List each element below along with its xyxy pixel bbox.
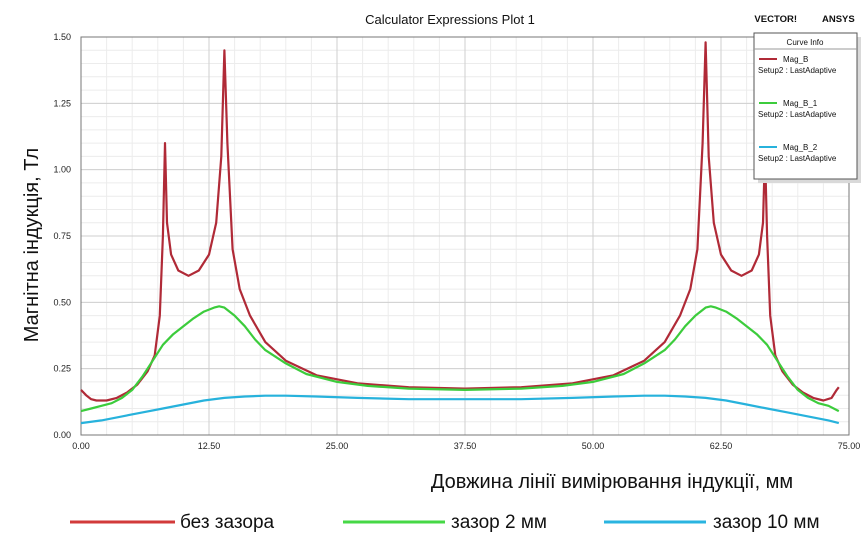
x-tick-label: 12.50 [198, 441, 221, 451]
legend-label: без зазора [180, 512, 275, 533]
curve-info-setup: Setup2 : LastAdaptive [758, 154, 837, 163]
y-tick-label: 0.50 [53, 297, 71, 307]
x-tick-label: 75.00 [838, 441, 861, 451]
curve-info-name: Mag_B [783, 55, 808, 64]
series-line-mag-b-2 [80, 394, 840, 425]
x-tick-label: 62.50 [710, 441, 733, 451]
curve-info-panel [753, 32, 858, 180]
y-tick-label: 1.50 [53, 32, 71, 42]
curve-info-box: Curve Info Mag_B Setup2 : LastAdaptive Mag_… [753, 32, 861, 183]
y-tick-label: 1.00 [53, 165, 71, 175]
x-tick-label: 25.00 [326, 441, 349, 451]
major-grid [80, 36, 850, 436]
y-tick-label: 0.00 [53, 430, 71, 440]
y-tick-label: 0.75 [53, 231, 71, 241]
plot-frame [80, 36, 850, 436]
y-axis-label: Магнітна індукція, Тл [21, 148, 43, 342]
curve-info-name: Mag_B_2 [783, 143, 818, 152]
x-tick-label: 0.00 [72, 441, 90, 451]
curve-info-header: Curve Info [787, 38, 824, 47]
chart-title: Calculator Expressions Plot 1 [365, 12, 535, 27]
curve-info-setup: Setup2 : LastAdaptive [758, 66, 837, 75]
x-tick-label: 37.50 [454, 441, 477, 451]
legend-label: зазор 10 мм [713, 512, 820, 533]
brand-vector-label: VECTOR! [754, 14, 797, 25]
brand-ansys-label: ANSYS [822, 14, 855, 25]
series-line-mag-b-1 [80, 305, 840, 413]
bottom-legend: без зазора зазор 2 мм зазор 10 мм [70, 512, 820, 533]
curve-info-setup: Setup2 : LastAdaptive [758, 110, 837, 119]
curve-info-name: Mag_B_1 [783, 99, 818, 108]
x-axis-label: Довжина лінії вимірювання індукції, мм [431, 471, 793, 493]
x-tick-label: 50.00 [582, 441, 605, 451]
y-tick-label: 1.25 [53, 98, 71, 108]
legend-label: зазор 2 мм [451, 512, 547, 533]
plot-area: 0.00 12.50 25.00 37.50 50.00 62.50 75.00 0.00 0.… [53, 32, 860, 451]
series-line-mag-b [80, 41, 840, 402]
y-tick-label: 0.25 [53, 364, 71, 374]
